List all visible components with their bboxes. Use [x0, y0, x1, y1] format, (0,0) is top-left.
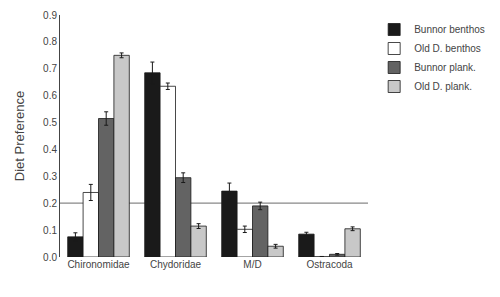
svg-text:Old D. benthos: Old D. benthos — [414, 43, 481, 54]
svg-text:Diet Preference: Diet Preference — [12, 91, 27, 181]
svg-text:0.8: 0.8 — [43, 36, 57, 47]
svg-text:Ostracoda: Ostracoda — [306, 259, 353, 270]
svg-text:0.1: 0.1 — [43, 225, 57, 236]
svg-text:Old D. plank.: Old D. plank. — [414, 81, 472, 92]
svg-text:Chydoridae: Chydoridae — [150, 259, 202, 270]
svg-text:0.7: 0.7 — [43, 63, 57, 74]
svg-text:0.4: 0.4 — [43, 144, 57, 155]
svg-text:Bunnor plank.: Bunnor plank. — [414, 62, 476, 73]
svg-text:0.9: 0.9 — [43, 10, 57, 21]
svg-text:0.0: 0.0 — [43, 252, 57, 263]
svg-text:M/D: M/D — [243, 259, 261, 270]
svg-text:0.5: 0.5 — [43, 117, 57, 128]
svg-text:0.6: 0.6 — [43, 90, 57, 101]
svg-text:0.2: 0.2 — [43, 198, 57, 209]
svg-text:0.3: 0.3 — [43, 171, 57, 182]
svg-text:Bunnor benthos: Bunnor benthos — [414, 24, 485, 35]
svg-text:Chironomidae: Chironomidae — [67, 259, 130, 270]
